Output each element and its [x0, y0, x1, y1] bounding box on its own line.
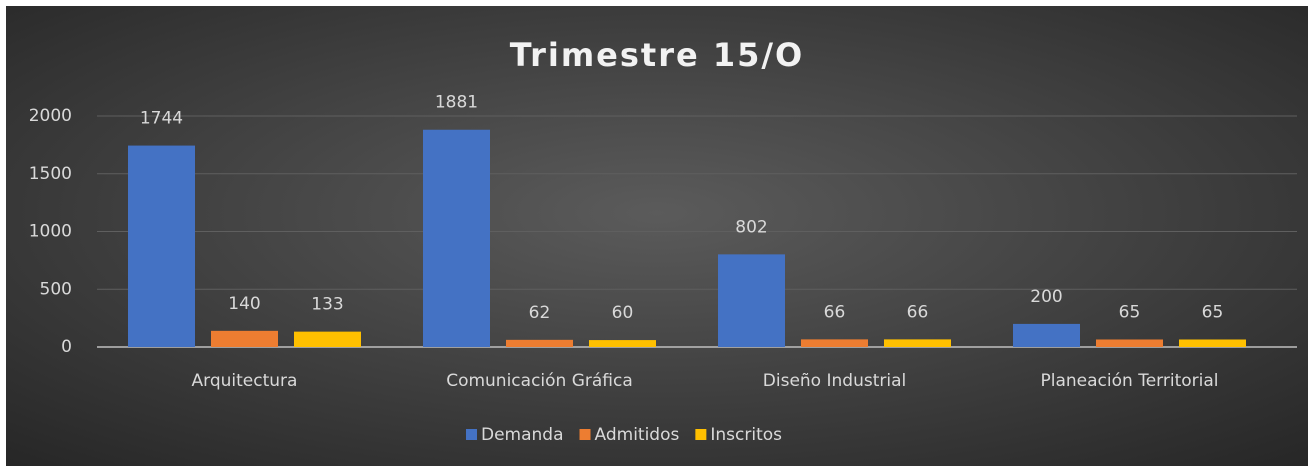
- value-label: 133: [311, 295, 343, 315]
- y-tick-label: 0: [61, 337, 72, 357]
- value-label: 65: [1202, 302, 1224, 322]
- legend-swatch: [695, 429, 707, 440]
- value-label: 60: [612, 303, 634, 323]
- x-tick-label: Comunicación Gráfica: [446, 371, 633, 391]
- value-label: 65: [1119, 302, 1141, 322]
- value-label: 66: [824, 302, 846, 322]
- value-label: 1881: [435, 93, 478, 113]
- bar: [1013, 323, 1080, 347]
- bar: [1096, 339, 1163, 347]
- legend-swatch: [466, 429, 477, 440]
- value-label: 140: [228, 294, 260, 314]
- y-tick-label: 2000: [29, 106, 72, 126]
- legend-label: Demanda: [481, 425, 564, 445]
- value-label: 802: [735, 217, 767, 237]
- bar: [128, 145, 195, 347]
- y-tick-label: 500: [40, 279, 72, 299]
- legend-label: Inscritos: [710, 425, 782, 445]
- y-tick-label: 1500: [29, 164, 72, 184]
- value-label: 200: [1030, 287, 1062, 307]
- x-tick-label: Arquitectura: [192, 371, 298, 391]
- bar: [801, 339, 868, 347]
- bar: [211, 330, 278, 347]
- legend-swatch: [579, 429, 591, 440]
- chart-background: [6, 6, 1308, 466]
- x-tick-label: Planeación Territorial: [1041, 371, 1219, 391]
- legend-label: Admitidos: [595, 425, 680, 445]
- value-label: 1744: [140, 109, 183, 129]
- bar: [589, 340, 656, 347]
- value-label: 66: [907, 302, 929, 322]
- bar: [718, 254, 785, 347]
- bar: [294, 331, 361, 347]
- bar: [506, 339, 573, 347]
- chart-title: Trimestre 15/O: [510, 36, 805, 74]
- value-label: 62: [529, 303, 551, 323]
- y-tick-label: 1000: [29, 222, 72, 242]
- bar: [423, 129, 490, 347]
- bar: [884, 339, 951, 347]
- bar: [1179, 339, 1246, 347]
- x-tick-label: Diseño Industrial: [763, 371, 906, 391]
